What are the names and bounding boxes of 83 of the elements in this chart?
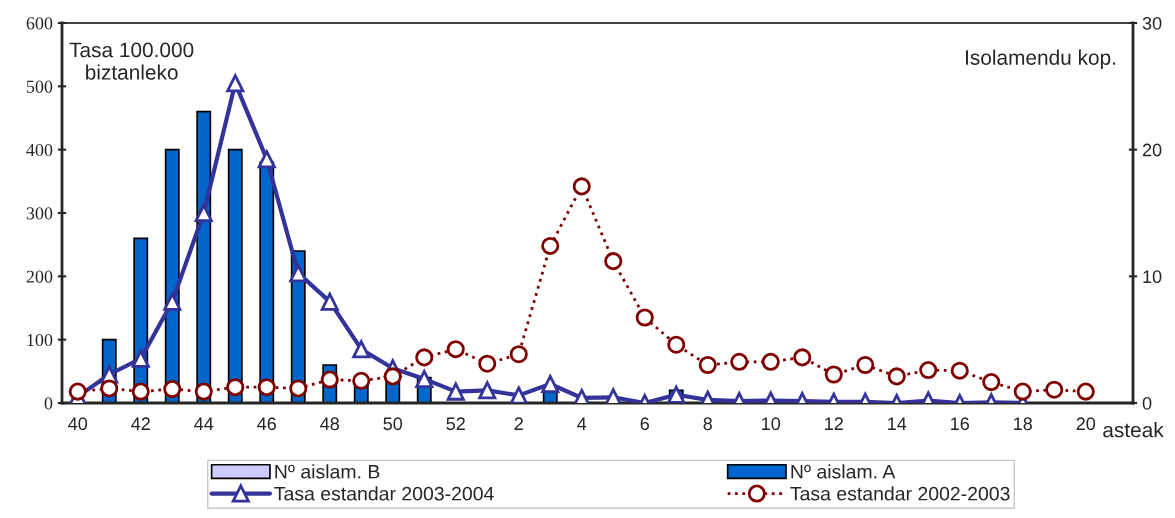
point — [478, 381, 497, 400]
point — [887, 367, 906, 386]
y-tick-label: 0 — [44, 397, 53, 410]
point — [919, 361, 938, 380]
point — [289, 264, 308, 283]
point — [856, 355, 875, 375]
x-tick-label: 10 — [762, 417, 781, 431]
point — [320, 292, 339, 311]
point — [667, 335, 686, 354]
x-tick-label: 4 — [577, 417, 587, 430]
point — [667, 385, 686, 403]
legend-label: Tasa estandar 2002-2003 — [790, 486, 1010, 501]
x-tick-label: 46 — [257, 417, 276, 431]
point — [131, 382, 150, 401]
y2-tick-label: 10 — [1143, 270, 1162, 284]
point — [289, 379, 308, 398]
legend-label: Tasa estandar 2003-2004 — [274, 486, 494, 501]
point — [604, 252, 623, 271]
point — [163, 380, 182, 399]
point — [478, 354, 497, 373]
point — [257, 150, 276, 169]
point — [698, 355, 717, 375]
x-tick-label: 2 — [514, 417, 523, 430]
point — [635, 308, 654, 327]
point — [194, 203, 213, 223]
legend-label: Nº aislam. A — [791, 464, 896, 479]
point — [257, 378, 276, 397]
x-tick-label: 18 — [1014, 417, 1033, 431]
x-tick-label: 50 — [383, 417, 403, 431]
x-tick-label: 42 — [131, 417, 150, 430]
point — [415, 369, 434, 388]
point — [793, 348, 812, 367]
point — [226, 74, 245, 93]
x-tick-label: 14 — [888, 417, 907, 430]
x-tick-label: 52 — [446, 417, 465, 431]
point — [163, 292, 182, 311]
y-axis-title: Tasa 100.000 biztanleko — [69, 42, 194, 80]
point — [1013, 382, 1032, 401]
point — [226, 378, 245, 397]
point — [100, 379, 119, 398]
point — [383, 367, 402, 386]
point — [572, 177, 591, 196]
point — [541, 236, 560, 255]
x-tick-label: 20 — [1076, 417, 1096, 431]
y-tick-label: 500 — [26, 80, 53, 93]
x-tick-label: 8 — [703, 417, 712, 431]
point — [509, 345, 528, 364]
point — [446, 380, 466, 401]
point — [761, 352, 780, 371]
point — [320, 370, 339, 389]
x-tick-label: 16 — [951, 417, 969, 431]
point — [352, 371, 371, 390]
point — [509, 386, 528, 403]
point — [446, 340, 465, 359]
y2-axis-title: Isolamendu kop. — [966, 49, 1116, 70]
y2-tick-label: 0 — [1142, 396, 1152, 410]
x-tick-label: 12 — [825, 417, 843, 430]
point — [950, 361, 969, 380]
point — [415, 348, 434, 367]
x-tick-label: 44 — [194, 417, 214, 430]
y2-tick-label: 20 — [1142, 143, 1162, 157]
point — [194, 382, 213, 401]
x-tick-label: 6 — [640, 417, 649, 431]
point — [604, 388, 623, 403]
point — [131, 349, 150, 368]
bar — [227, 148, 243, 403]
point — [1076, 382, 1095, 401]
point — [1045, 380, 1064, 399]
y-tick-label: 600 — [26, 17, 53, 30]
y2-tick-label: 30 — [1142, 16, 1162, 30]
point — [541, 374, 560, 394]
y-tick-label: 300 — [26, 207, 53, 220]
point — [730, 352, 749, 371]
point — [824, 365, 843, 384]
y-tick-label: 200 — [26, 270, 53, 283]
legend-label: Nº aislam. B — [275, 464, 380, 479]
y-tick-label: 100 — [27, 333, 53, 347]
x-tick-label: 40 — [68, 417, 88, 431]
x-axis-title: asteak — [1103, 422, 1164, 438]
point — [352, 340, 371, 359]
point — [982, 373, 1001, 392]
y-tick-label: 400 — [26, 143, 53, 157]
x-tick-label: 48 — [320, 417, 340, 431]
